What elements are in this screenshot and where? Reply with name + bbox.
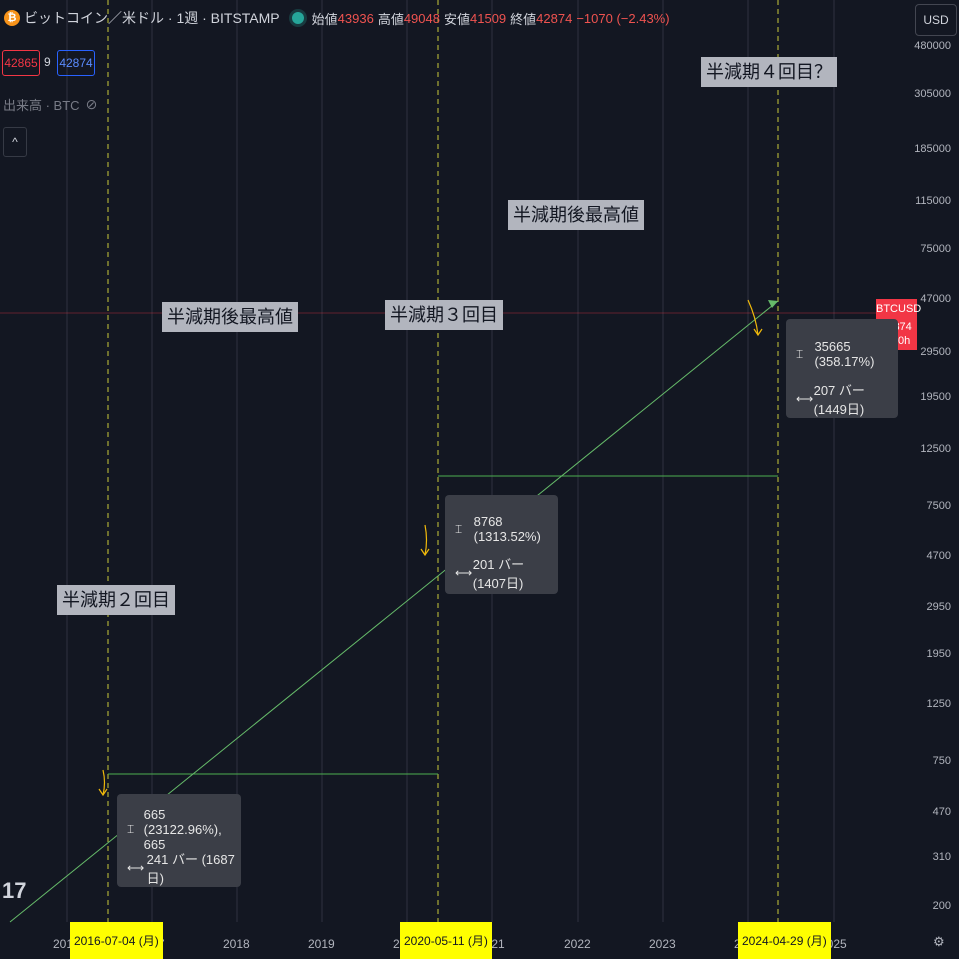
last-price-symbol: BTCUSD [876, 299, 921, 319]
visibility-off-icon[interactable]: ⊘ [85, 96, 98, 112]
low-value: 41509 [470, 10, 507, 26]
time-axis-label: 2018 [223, 937, 250, 951]
time-axis-label: 2023 [649, 937, 676, 951]
price-axis-label: 4700 [926, 550, 951, 562]
arrow-head-icon [420, 548, 430, 557]
vertical-range-icon: ⌶ [127, 822, 135, 836]
vertical-range-icon: ⌶ [455, 521, 463, 536]
price-axis-label: 750 [932, 755, 951, 767]
price-axis-label: 75000 [920, 243, 951, 255]
price-axis-label: 19500 [920, 391, 951, 403]
open-value: 43936 [337, 10, 374, 26]
price-axis-label: 200 [932, 900, 951, 912]
price-axis-label: 7500 [926, 500, 951, 512]
arrow-head-icon [98, 788, 108, 797]
measure-1-price: 665 (23122.96%), 665 [143, 807, 222, 852]
horizontal-range-icon: ⟷ [796, 392, 814, 406]
spread-value: 9 [44, 55, 51, 69]
tradingview-logo-icon[interactable]: 17 [2, 878, 27, 903]
price-axis-label: 185000 [914, 143, 951, 155]
arrow-head-icon [753, 328, 763, 337]
price-axis-label: 2950 [926, 601, 951, 613]
measure-box-3[interactable]: ⌶ 35665 (358.17%) ⟷ 207 バー (1449日) [786, 319, 898, 418]
measure-box-1[interactable]: ⌶ 665 (23122.96%), 665 ⟷ 241 バー (1687日) [117, 794, 241, 887]
volume-legend[interactable]: 出来高 · BTC ⊘ [3, 95, 97, 114]
price-axis-label: 310 [932, 851, 951, 863]
close-value: 42874 [536, 10, 573, 26]
time-highlight-2016: 2016-07-04 (月) [70, 922, 163, 959]
price-axis-label: 12500 [920, 443, 951, 455]
price-axis-label: 480000 [914, 40, 951, 52]
measure-3-bars: 207 バー (1449日) [813, 383, 865, 417]
price-axis-label: 29500 [920, 346, 951, 358]
bitcoin-logo-icon: ₿ [4, 10, 20, 26]
measure-box-2[interactable]: ⌶ 8768 (1313.52%) ⟷ 201 バー (1407日) [445, 495, 558, 594]
volume-label: 出来高 · BTC [3, 98, 80, 113]
price-axis-label: 470 [932, 806, 951, 818]
time-axis-label: 2022 [564, 937, 591, 951]
note-halving-3[interactable]: 半減期３回目 [385, 300, 503, 330]
forecast-arrow-2[interactable] [424, 524, 428, 556]
time-axis-label: 2019 [308, 937, 335, 951]
change-value: −1070 (−2.43%) [576, 10, 670, 26]
measure-1-bars: 241 バー (1687日) [146, 852, 235, 886]
chevron-up-icon: ^ [12, 135, 18, 149]
close-label: 終値 [510, 11, 537, 27]
note-peak-2[interactable]: 半減期後最高値 [508, 200, 644, 230]
price-axis-label: 47000 [920, 293, 951, 305]
currency-button[interactable]: USD [915, 4, 957, 36]
time-highlight-2020: 2020-05-11 (月) [400, 922, 492, 959]
price-axis-label: 115000 [915, 195, 951, 207]
forecast-arrow-3[interactable] [747, 299, 759, 336]
note-halving-4[interactable]: 半減期４回目？ [701, 57, 837, 87]
collapse-legend-button[interactable]: ^ [3, 127, 27, 157]
note-peak-1[interactable]: 半減期後最高値 [162, 302, 298, 332]
sell-price-button[interactable]: 42865 [2, 50, 40, 76]
open-label: 始値 [311, 11, 338, 27]
high-value: 49048 [403, 10, 440, 26]
high-label: 高値 [377, 11, 404, 27]
note-halving-2[interactable]: 半減期２回目 [57, 585, 175, 615]
horizontal-range-icon: ⟷ [455, 566, 473, 580]
price-axis-label: 1250 [926, 698, 951, 710]
forecast-arrow-1[interactable] [102, 769, 106, 796]
buy-price-button[interactable]: 42874 [57, 50, 95, 76]
measure-3-price: 35665 (358.17%) [814, 339, 875, 369]
measure-2-bars: 201 バー (1407日) [472, 557, 525, 591]
trend-line-arrow-icon [768, 300, 778, 308]
symbol-title[interactable]: ビットコイン／米ドル · 1週 · BITSTAMP [24, 10, 280, 26]
horizontal-range-icon: ⟷ [127, 861, 145, 875]
measure-2-price: 8768 (1313.52%) [473, 514, 541, 544]
market-status-icon [291, 12, 304, 24]
legend-bar: ₿ ビットコイン／米ドル · 1週 · BITSTAMP 始値 43936 高値… [0, 0, 674, 36]
vertical-range-icon: ⌶ [796, 346, 804, 361]
price-axis-label: 305000 [914, 88, 951, 100]
low-label: 安値 [443, 11, 470, 27]
price-axis-label: 1950 [926, 648, 951, 660]
settings-gear-icon[interactable]: ⚙ [933, 934, 945, 949]
time-highlight-2024: 2024-04-29 (月) [738, 922, 831, 959]
